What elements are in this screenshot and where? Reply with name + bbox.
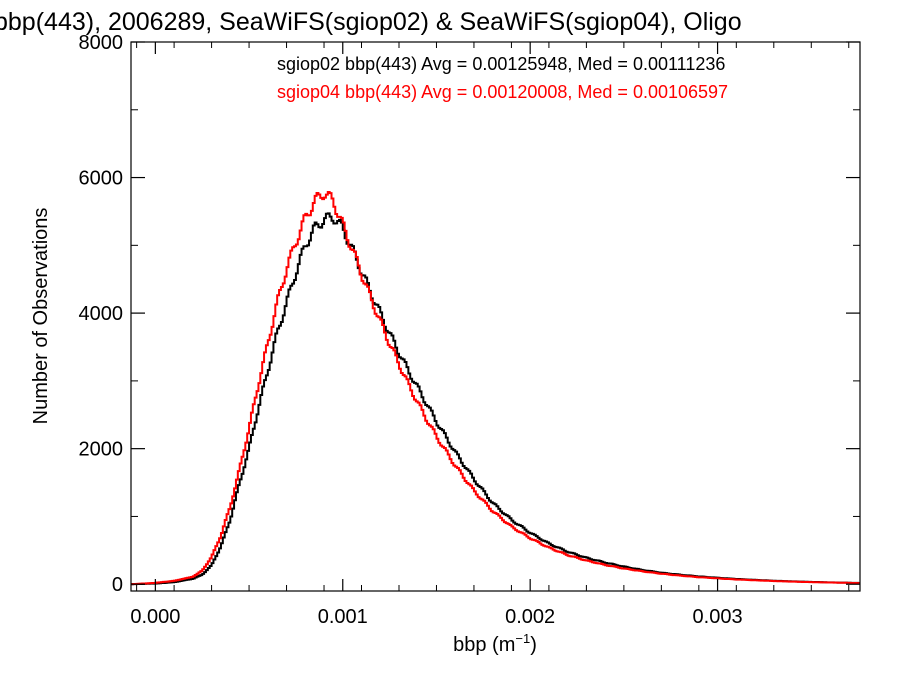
x-tick-label: 0.000 [130,606,180,628]
legend: sgiop02 bbp(443) Avg = 0.00125948, Med =… [277,54,728,102]
legend-entry-sgiop02: sgiop02 bbp(443) Avg = 0.00125948, Med =… [277,54,725,74]
x-axis: 0.000 0.001 0.002 0.003 [130,42,850,628]
y-axis-label: Number of Observations [30,208,52,425]
y-tick-label: 2000 [79,439,124,461]
x-axis-label-exponent: −1 [515,631,530,646]
y-tick-label: 8000 [79,32,124,54]
y-tick-label: 0 [112,574,123,596]
y-tick-label: 6000 [79,168,124,190]
plot-frame [130,41,861,592]
y-tick-label: 4000 [79,303,124,325]
legend-entry-sgiop04: sgiop04 bbp(443) Avg = 0.00120008, Med =… [277,82,728,102]
x-tick-label: 0.001 [318,606,368,628]
x-tick-label: 0.003 [693,606,743,628]
x-axis-label: bbp (m−1) [453,631,537,656]
series-sgiop04-line [131,190,860,586]
x-axis-label-close: ) [530,634,537,656]
x-axis-label-base: bbp (m [453,634,515,656]
y-axis: 0 2000 4000 6000 8000 [79,32,860,596]
chart-title: bbp(443), 2006289, SeaWiFS(sgiop02) & Se… [0,8,742,36]
series-layer [131,190,860,586]
series-sgiop02-line [131,212,860,586]
x-tick-label: 0.002 [505,606,555,628]
